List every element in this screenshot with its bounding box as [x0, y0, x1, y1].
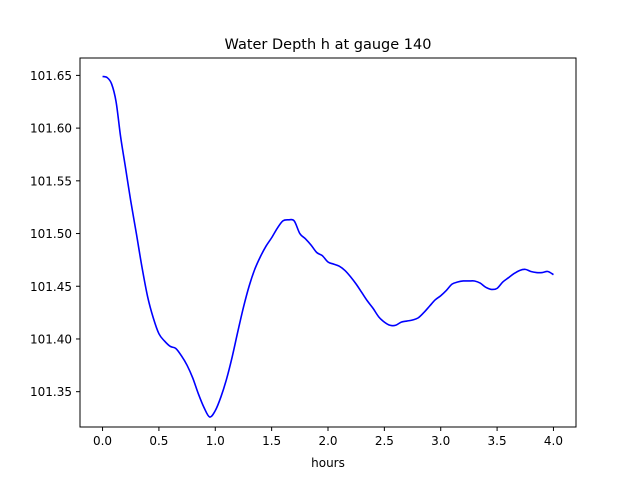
series-line	[102, 75, 554, 418]
x-tick-label: 2.0	[318, 434, 337, 448]
x-axis-label: hours	[311, 456, 345, 470]
x-tick-label: 1.0	[206, 434, 225, 448]
y-tick-label: 101.45	[30, 280, 72, 294]
x-tick-label: 0.5	[149, 434, 168, 448]
y-tick-label: 101.35	[30, 385, 72, 399]
x-tick-label: 1.5	[262, 434, 281, 448]
chart-title: Water Depth h at gauge 140	[225, 37, 432, 53]
x-axis: 0.0 0.5 1.0 1.5 2.0 2.5 3.0 3.5 4.0	[93, 427, 563, 448]
y-axis: 101.35 101.40 101.45 101.50 101.55 101.60 101.…	[30, 69, 80, 399]
x-tick-label: 2.5	[375, 434, 394, 448]
y-tick-label: 101.50	[30, 227, 72, 241]
y-tick-label: 101.40	[30, 332, 72, 346]
y-tick-label: 101.65	[30, 69, 72, 83]
x-tick-label: 3.0	[431, 434, 450, 448]
x-tick-label: 3.5	[488, 434, 507, 448]
plot-area	[102, 75, 554, 418]
y-tick-label: 101.55	[30, 174, 72, 188]
x-tick-label: 0.0	[93, 434, 112, 448]
x-tick-label: 4.0	[544, 434, 563, 448]
y-tick-label: 101.60	[30, 122, 72, 136]
